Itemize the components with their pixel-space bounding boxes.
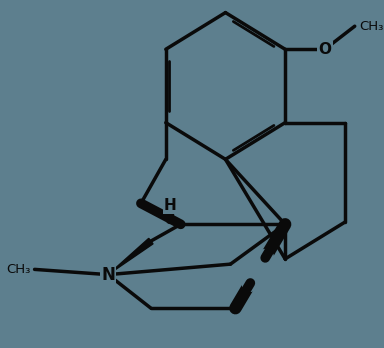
Text: O: O (318, 42, 331, 57)
Text: N: N (101, 266, 115, 284)
Polygon shape (108, 238, 153, 275)
Text: H: H (164, 198, 177, 213)
Text: CH₃: CH₃ (359, 20, 383, 33)
Text: CH₃: CH₃ (6, 263, 30, 276)
